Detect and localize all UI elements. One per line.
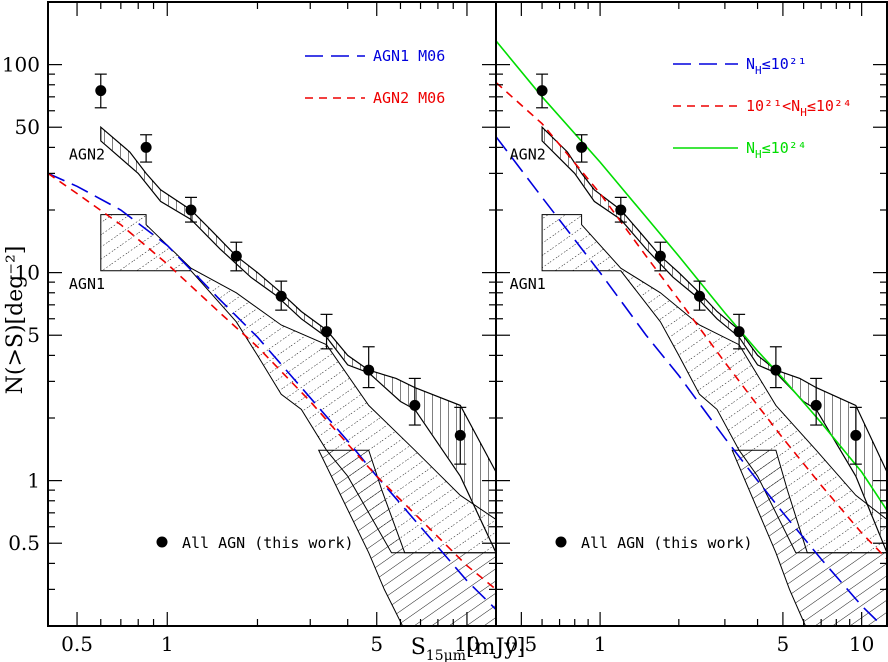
data-marker (615, 204, 627, 216)
data-marker (536, 85, 548, 97)
model-curve-2 (496, 81, 888, 560)
data-marker (140, 141, 152, 153)
y-tick-label: 5 (27, 323, 40, 347)
data-point (320, 313, 333, 350)
data-point (575, 134, 588, 163)
agn2-band (100, 125, 496, 553)
data-point (362, 346, 375, 389)
agn1-step-band (317, 449, 496, 626)
data-marker (409, 399, 421, 411)
legend-point-label: All AGN (this work) (581, 534, 753, 552)
agn1-step-band (731, 449, 888, 626)
data-marker (321, 326, 333, 338)
data-point (408, 377, 421, 426)
data-point (140, 134, 153, 163)
plot-area-right (496, 40, 888, 626)
data-marker (576, 141, 588, 153)
legend-point-label: All AGN (this work) (182, 534, 354, 552)
x-tick-label: 5 (777, 632, 790, 656)
data-point (733, 313, 746, 350)
x-tick-label: 0.5 (61, 632, 93, 656)
data-marker (694, 290, 706, 302)
agn1-band (100, 214, 496, 554)
data-marker (654, 250, 666, 262)
data-point (230, 241, 243, 272)
left-panel: AGN2 AGN1 AGN1 M06 AGN2 M06 All AGN (this wo… (48, 47, 496, 626)
data-marker (185, 204, 197, 216)
model-curve-3 (496, 40, 888, 511)
y-tick-label: 100 (2, 53, 40, 77)
y-tick-label: 10 (15, 261, 40, 285)
data-point (693, 280, 706, 311)
data-point (94, 73, 107, 109)
x-tick-label: 1 (594, 632, 607, 656)
legend-point-marker (156, 536, 168, 548)
data-point (536, 73, 549, 109)
data-marker (230, 250, 242, 262)
data-marker (850, 429, 862, 441)
legend-label-3: NH≤10²⁴ (746, 139, 807, 161)
data-marker (363, 364, 375, 376)
data-marker (454, 429, 466, 441)
x-tick-label: 5 (370, 632, 383, 656)
data-point (654, 241, 667, 272)
data-marker (95, 85, 107, 97)
right-panel: AGN2 AGN1 NH≤10²¹ 10²¹<NH≤10²⁴ NH≤10²⁴ All AG… (496, 40, 888, 626)
model-curve-1 (496, 136, 884, 626)
model-curve-1 (48, 172, 496, 611)
y-tick-label: 1 (27, 469, 40, 493)
y-tick-label: 0.5 (8, 531, 40, 555)
data-marker (770, 364, 782, 376)
x-axis-label: S15μm[mJy] (411, 635, 526, 662)
data-marker (733, 326, 745, 338)
legend-label-1: NH≤10²¹ (746, 55, 807, 77)
x-tick-label: 1 (161, 632, 174, 656)
agn2-band-label: AGN2 (510, 145, 546, 163)
legend-label-2: AGN2 M06 (373, 89, 445, 107)
agn1-band-label: AGN1 (510, 275, 546, 293)
data-marker (275, 290, 287, 302)
y-tick-label: 50 (15, 115, 40, 139)
data-point (849, 406, 862, 465)
x-tick-label: 0.5 (505, 632, 537, 656)
data-point (454, 406, 467, 465)
x-tick-label: 10 (849, 632, 874, 656)
data-point (614, 196, 627, 223)
data-marker (810, 399, 822, 411)
y-axis-label: N(>S)[deg⁻²] (3, 246, 28, 395)
data-point (810, 377, 823, 426)
agn1-band-label: AGN1 (69, 275, 105, 293)
agn2-band-label: AGN2 (69, 145, 105, 163)
data-point (184, 196, 197, 223)
x-tick-label: 10 (454, 632, 479, 656)
legend-label-1: AGN1 M06 (373, 47, 445, 65)
data-point (275, 280, 288, 311)
legend-label-2: 10²¹<NH≤10²⁴ (746, 97, 852, 119)
legend-point-marker (555, 536, 567, 548)
model-curve-2 (48, 172, 496, 591)
plot-area-left (48, 73, 496, 626)
data-point (769, 346, 782, 389)
